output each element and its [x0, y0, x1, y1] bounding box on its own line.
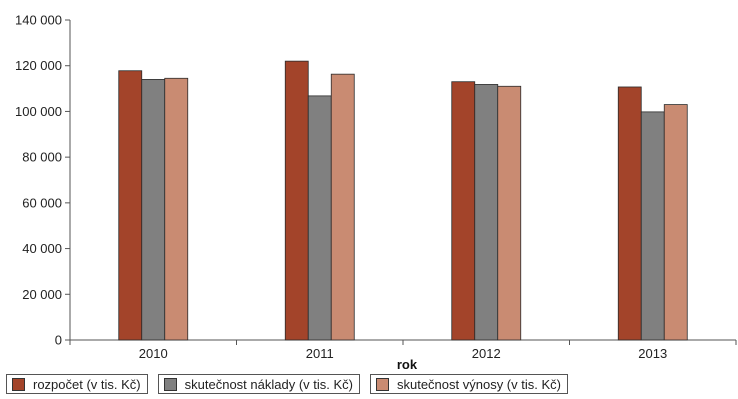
legend-label-skutecnost-naklady: skutečnost náklady (v tis. Kč) — [184, 376, 353, 392]
bar-skutecnost-vynosy — [497, 85, 522, 341]
bar-rozpocet — [118, 70, 143, 341]
bar-rozpocet — [451, 81, 476, 341]
x-tick-label: 2010 — [139, 346, 168, 361]
bars — [118, 60, 688, 341]
x-axis-label: rok — [397, 357, 418, 372]
bar-skutecnost-vynosy — [164, 77, 189, 341]
legend-label-rozpocet: rozpočet (v tis. Kč) — [33, 376, 141, 392]
legend-item-rozpocet: rozpočet (v tis. Kč) — [6, 374, 148, 394]
bar-rozpocet — [617, 86, 642, 341]
bar-skutecnost-naklady — [141, 79, 166, 341]
legend-swatch-skutecnost-naklady — [163, 377, 177, 391]
y-tick-label: 40 000 — [22, 241, 62, 256]
bar-chart: 0 20 000 40 000 60 000 80 000 100 000 120 000 1… — [15, 13, 737, 372]
y-tick-label: 0 — [55, 333, 62, 348]
bar-skutecnost-vynosy — [330, 73, 355, 341]
y-tick-label: 100 000 — [15, 104, 62, 119]
y-axis: 0 20 000 40 000 60 000 80 000 100 000 120 000 1… — [15, 13, 71, 348]
legend: rozpočet (v tis. Kč) skutečnost náklady … — [6, 374, 568, 396]
bar-skutecnost-naklady — [640, 111, 665, 341]
y-tick-label: 60 000 — [22, 195, 62, 210]
legend-swatch-rozpocet — [12, 377, 25, 391]
legend-item-skutecnost-naklady: skutečnost náklady (v tis. Kč) — [157, 374, 360, 394]
bar-skutecnost-naklady — [474, 84, 499, 341]
legend-swatch-skutecnost-vynosy — [375, 377, 389, 391]
legend-label-skutecnost-vynosy: skutečnost výnosy (v tis. Kč) — [396, 376, 561, 392]
y-tick-label: 140 000 — [15, 13, 62, 28]
x-tick-label: 2011 — [306, 346, 334, 361]
y-tick-label: 80 000 — [22, 150, 62, 165]
x-tick-label: 2013 — [638, 346, 667, 361]
y-tick-label: 20 000 — [22, 287, 62, 302]
legend-item-skutecnost-vynosy: skutečnost výnosy (v tis. Kč) — [369, 374, 568, 394]
bar-rozpocet — [284, 60, 309, 341]
x-tick-label: 2012 — [472, 346, 501, 361]
bar-skutecnost-naklady — [307, 95, 332, 341]
y-tick-label: 120 000 — [15, 58, 62, 73]
bar-skutecnost-vynosy — [663, 104, 688, 341]
